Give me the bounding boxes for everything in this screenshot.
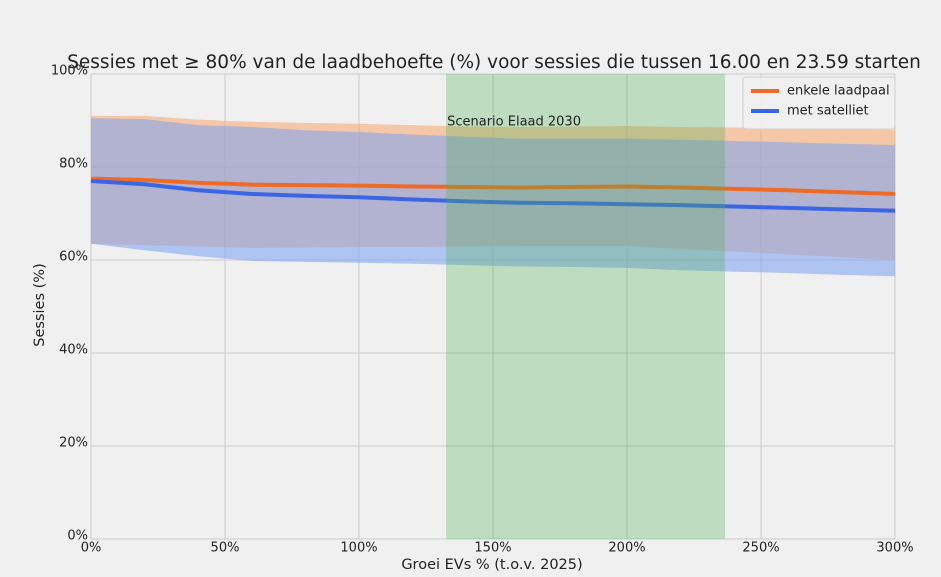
x-tick-label: 200% xyxy=(608,541,645,556)
x-tick-label: 250% xyxy=(742,541,779,556)
plot-area xyxy=(90,115,896,277)
legend-label: enkele laadpaal xyxy=(787,84,890,99)
legend-box xyxy=(742,76,896,130)
x-axis-label: Groei EVs % (t.o.v. 2025) xyxy=(401,557,582,573)
y-tick-label: 20% xyxy=(59,436,88,451)
legend-label: met satelliet xyxy=(787,104,869,119)
legend: enkele laadpaal met satelliet xyxy=(742,76,896,130)
shaded-region xyxy=(446,74,726,539)
y-axis-label: Sessies (%) xyxy=(32,263,48,346)
confidence-band xyxy=(91,118,895,277)
x-tick-label: 50% xyxy=(211,541,240,556)
y-tick-label: 100% xyxy=(51,64,88,79)
x-tick-label: 100% xyxy=(340,541,377,556)
y-tick-label: 0% xyxy=(67,529,88,544)
x-tick-label: 0% xyxy=(81,541,102,556)
series-line xyxy=(90,176,896,196)
y-tick-label: 60% xyxy=(59,250,88,265)
y-tick-label: 40% xyxy=(59,343,88,358)
x-tick-label: 300% xyxy=(876,541,913,556)
series-line xyxy=(90,178,896,213)
region-annotation: Scenario Elaad 2030 xyxy=(447,115,581,130)
chart-title: Sessies met ≥ 80% van de laadbehoefte (%… xyxy=(67,52,921,73)
y-tick-label: 80% xyxy=(59,157,88,172)
x-tick-label: 150% xyxy=(474,541,511,556)
